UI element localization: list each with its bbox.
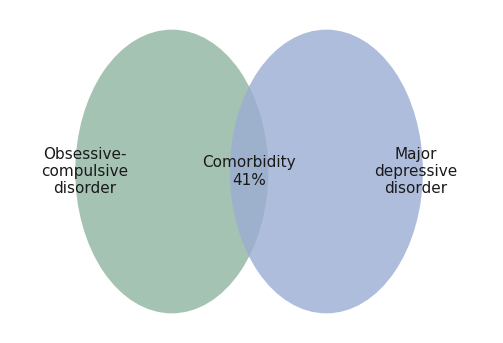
Ellipse shape xyxy=(230,29,423,314)
Text: Comorbidity
41%: Comorbidity 41% xyxy=(202,155,296,188)
Text: Obsessive-
compulsive
disorder: Obsessive- compulsive disorder xyxy=(41,146,128,197)
Text: Major
depressive
disorder: Major depressive disorder xyxy=(374,146,457,197)
Ellipse shape xyxy=(75,29,269,314)
